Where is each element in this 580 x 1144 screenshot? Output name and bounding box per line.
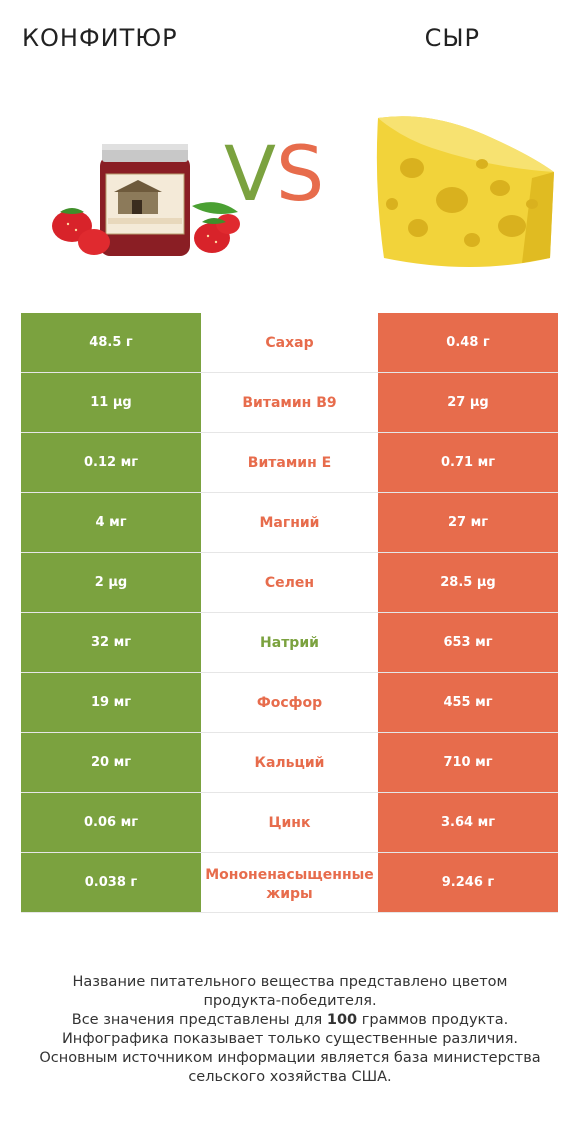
footer-line: Название питательного вещества представл…	[72, 974, 508, 990]
left-value: 0.06 мг	[21, 793, 201, 852]
footer-line: сельского хозяйства США.	[188, 1069, 392, 1085]
table-row: 11 µg Витамин B9 27 µg	[21, 373, 558, 433]
nutrient-name: Мононенасыщенные жиры	[205, 866, 374, 902]
footer-line: Инфографика показывает только существенн…	[61, 1031, 519, 1047]
comparison-table: 48.5 г Сахар 0.48 г 11 µg Витамин B9 27 µg 0.1…	[21, 313, 558, 913]
left-value: 48.5 г	[21, 313, 201, 372]
vs-label: VS	[224, 136, 324, 212]
left-value: 0.038 г	[21, 853, 201, 912]
left-value: 19 мг	[21, 673, 201, 732]
right-value: 28.5 µg	[378, 553, 558, 612]
footer-line: продукта-победителя.	[203, 993, 377, 1009]
table-row: 32 мг Натрий 653 мг	[21, 613, 558, 673]
footer-line: Все значения представлены для 100 граммо…	[71, 1012, 509, 1028]
nutrient-name: Витамин B9	[242, 394, 337, 411]
right-value: 653 мг	[378, 613, 558, 672]
right-value: 0.71 мг	[378, 433, 558, 492]
nutrient-name: Магний	[259, 514, 320, 531]
left-value: 0.12 мг	[21, 433, 201, 492]
right-value: 710 мг	[378, 733, 558, 792]
jam-jar-image	[52, 144, 240, 256]
nutrient-name: Витамин E	[247, 454, 332, 471]
left-value: 32 мг	[21, 613, 201, 672]
table-row: 19 мг Фосфор 455 мг	[21, 673, 558, 733]
vs-s-letter: S	[276, 129, 325, 218]
table-row: 0.06 мг Цинк 3.64 мг	[21, 793, 558, 853]
nutrient-name: Сахар	[265, 334, 314, 351]
vs-v-letter: V	[224, 129, 276, 218]
footer-line: Основным источником информации является …	[39, 1050, 541, 1066]
left-value: 2 µg	[21, 553, 201, 612]
footer-note: Название питательного вещества представл…	[20, 973, 560, 1087]
left-value: 11 µg	[21, 373, 201, 432]
table-row: 20 мг Кальций 710 мг	[21, 733, 558, 793]
right-product-title: СЫР	[424, 24, 480, 52]
left-value: 4 мг	[21, 493, 201, 552]
right-value: 0.48 г	[378, 313, 558, 372]
table-row: 0.038 г Мононенасыщенные жиры 9.246 г	[21, 853, 558, 913]
right-value: 27 µg	[378, 373, 558, 432]
nutrient-name: Селен	[264, 574, 315, 591]
nutrient-name: Натрий	[260, 634, 319, 651]
nutrient-name: Кальций	[254, 754, 325, 771]
right-value: 27 мг	[378, 493, 558, 552]
nutrient-name: Фосфор	[256, 694, 323, 711]
left-product-title: КОНФИТЮР	[22, 24, 178, 52]
nutrient-name: Цинк	[268, 814, 311, 831]
right-value: 3.64 мг	[378, 793, 558, 852]
table-row: 48.5 г Сахар 0.48 г	[21, 313, 558, 373]
table-row: 0.12 мг Витамин E 0.71 мг	[21, 433, 558, 493]
table-row: 2 µg Селен 28.5 µg	[21, 553, 558, 613]
cheese-image	[376, 116, 554, 267]
table-row: 4 мг Магний 27 мг	[21, 493, 558, 553]
left-value: 20 мг	[21, 733, 201, 792]
right-value: 9.246 г	[378, 853, 558, 912]
right-value: 455 мг	[378, 673, 558, 732]
